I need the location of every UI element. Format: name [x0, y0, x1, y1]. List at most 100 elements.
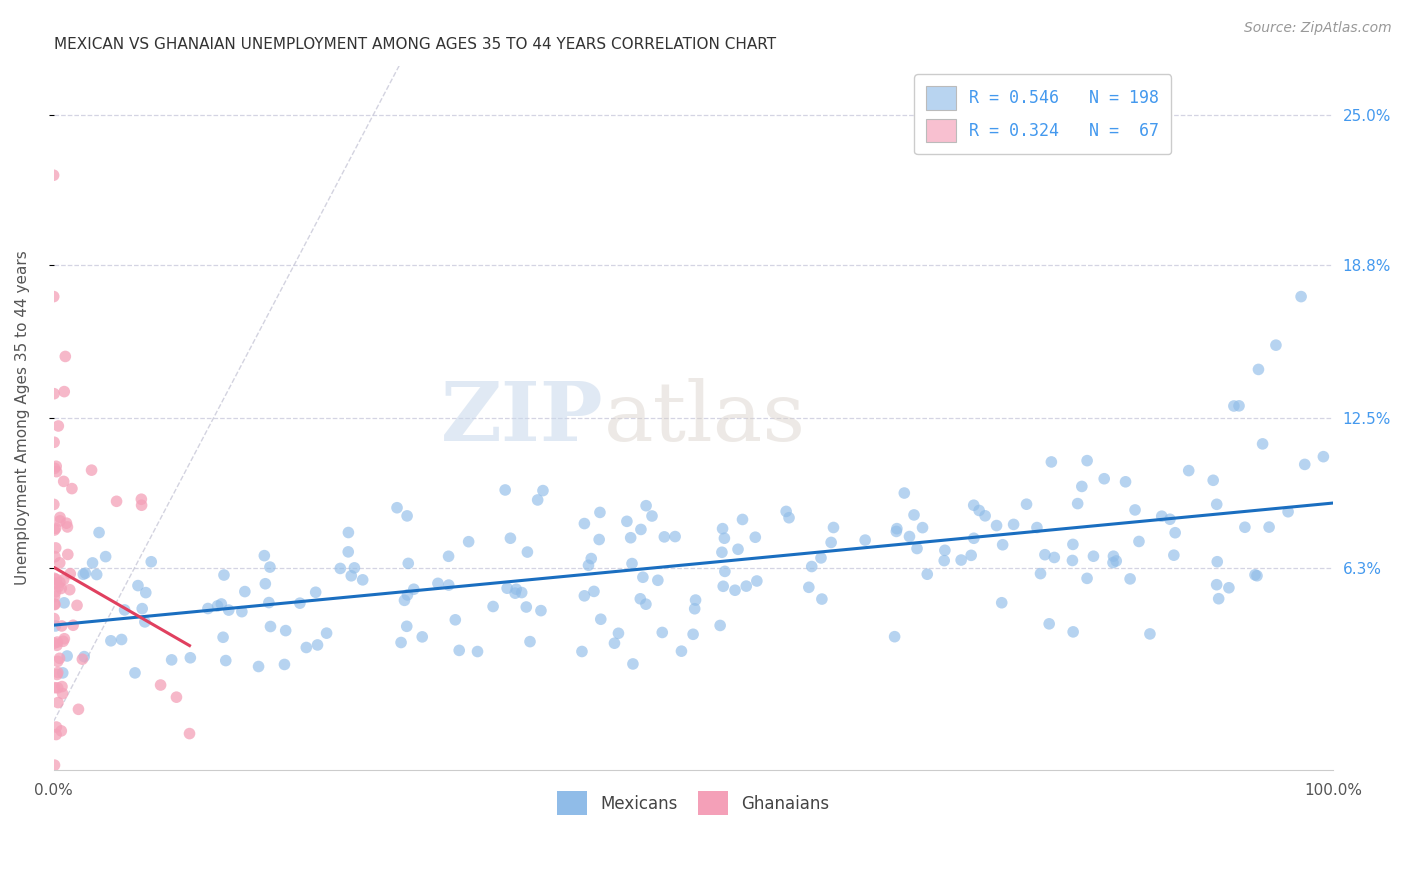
Point [1038, 616, 1060, 631]
Point [1139, 627, 1161, 641]
Point [800, 559, 823, 574]
Point [581, 551, 603, 566]
Point [654, 530, 676, 544]
Point [775, 504, 797, 518]
Point [515, 600, 537, 615]
Point [100, 633, 122, 648]
Y-axis label: Unemployment Among Ages 35 to 44 years: Unemployment Among Ages 35 to 44 years [15, 251, 30, 585]
Point [582, 584, 605, 599]
Point [44, 758, 66, 772]
Point [1105, 554, 1128, 568]
Point [212, 630, 235, 644]
Point [607, 626, 630, 640]
Point [1205, 497, 1227, 511]
Point [46, 419, 69, 434]
Point [963, 498, 986, 512]
Text: atlas: atlas [603, 378, 806, 458]
Point [46, 635, 69, 649]
Point [986, 518, 1008, 533]
Point [45, 521, 67, 535]
Point [685, 593, 707, 607]
Point [496, 581, 519, 595]
Point [329, 561, 352, 575]
Point [209, 597, 232, 611]
Point [883, 630, 905, 644]
Point [51, 687, 73, 701]
Point [911, 521, 934, 535]
Point [1159, 512, 1181, 526]
Point [42, 386, 65, 401]
Point [42, 611, 65, 625]
Point [893, 486, 915, 500]
Point [934, 554, 956, 568]
Point [247, 659, 270, 673]
Point [735, 579, 758, 593]
Point [49, 514, 72, 528]
Point [1177, 464, 1199, 478]
Point [337, 545, 360, 559]
Point [1092, 472, 1115, 486]
Point [66, 599, 89, 613]
Point [494, 483, 516, 497]
Point [621, 657, 644, 671]
Point [711, 522, 734, 536]
Point [531, 483, 554, 498]
Point [141, 555, 163, 569]
Point [1227, 399, 1250, 413]
Point [823, 520, 845, 534]
Point [967, 503, 990, 517]
Point [124, 665, 146, 680]
Point [641, 508, 664, 523]
Point [628, 591, 651, 606]
Point [1002, 517, 1025, 532]
Point [467, 644, 489, 658]
Point [1062, 624, 1084, 639]
Point [811, 592, 834, 607]
Point [48, 556, 70, 570]
Point [45, 638, 67, 652]
Point [1062, 553, 1084, 567]
Point [135, 585, 157, 599]
Point [714, 565, 737, 579]
Point [72, 567, 94, 582]
Point [1066, 497, 1088, 511]
Point [343, 561, 366, 575]
Point [745, 574, 768, 588]
Point [52, 573, 75, 587]
Point [42, 571, 65, 585]
Point [709, 618, 731, 632]
Point [131, 601, 153, 615]
Point [59, 582, 82, 597]
Point [259, 619, 281, 633]
Point [1083, 549, 1105, 564]
Point [59, 566, 82, 581]
Point [337, 525, 360, 540]
Point [797, 580, 820, 594]
Point [1218, 581, 1240, 595]
Point [589, 505, 612, 519]
Point [1208, 591, 1230, 606]
Point [44, 597, 66, 611]
Point [51, 723, 73, 738]
Point [395, 619, 418, 633]
Point [571, 644, 593, 658]
Point [991, 538, 1014, 552]
Point [273, 657, 295, 672]
Point [1128, 534, 1150, 549]
Point [67, 702, 90, 716]
Point [233, 584, 256, 599]
Point [651, 625, 673, 640]
Point [42, 290, 65, 304]
Point [197, 601, 219, 615]
Point [588, 533, 610, 547]
Point [682, 627, 704, 641]
Point [75, 566, 97, 581]
Point [727, 542, 749, 557]
Point [1062, 537, 1084, 551]
Point [1202, 473, 1225, 487]
Point [505, 582, 527, 597]
Point [1206, 555, 1229, 569]
Point [503, 586, 526, 600]
Point [578, 558, 600, 573]
Point [437, 578, 460, 592]
